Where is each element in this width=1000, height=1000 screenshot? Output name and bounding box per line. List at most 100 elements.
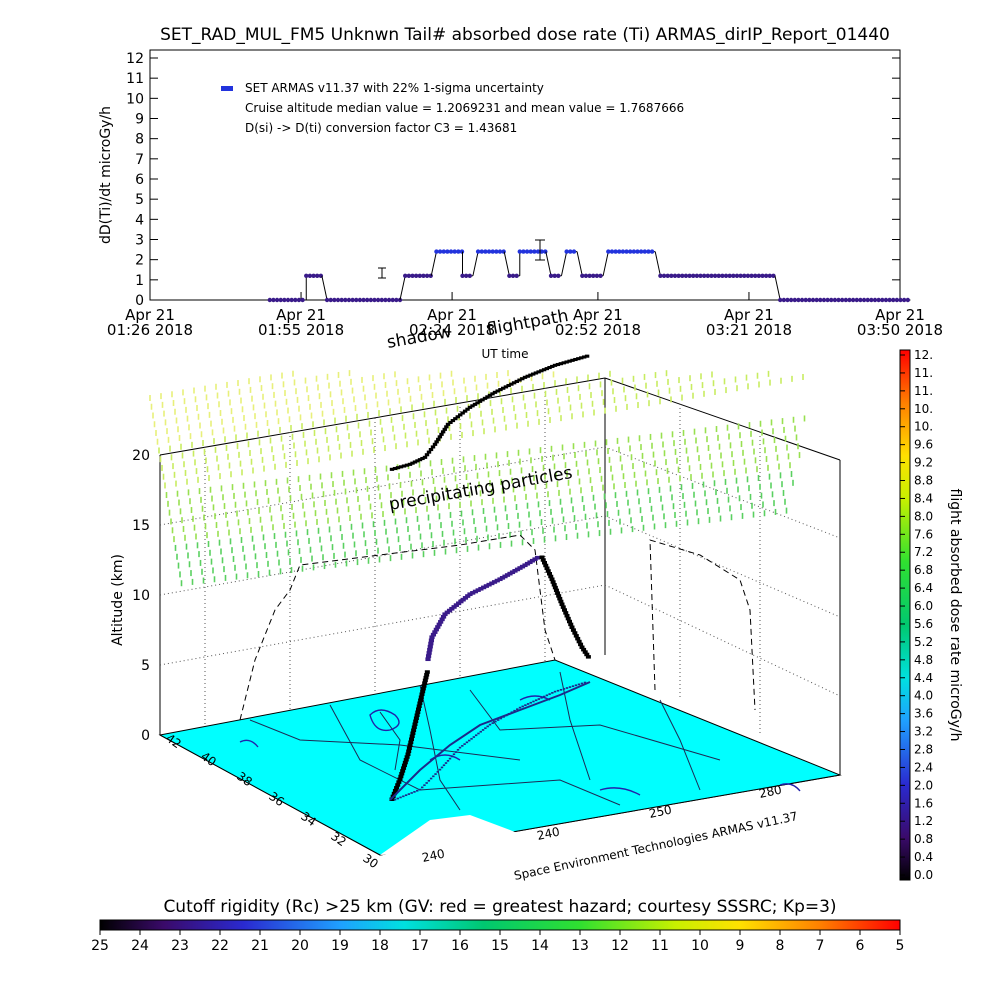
track-point <box>563 611 569 615</box>
track-point <box>560 605 566 609</box>
dose-point <box>410 273 415 278</box>
series-connector <box>654 251 661 276</box>
track-point <box>436 771 439 773</box>
track-point <box>424 673 430 677</box>
shadow-label: shadow <box>385 322 453 353</box>
track-point <box>498 388 503 392</box>
track-point <box>543 563 549 568</box>
dose-point <box>821 297 827 303</box>
y-tick-label: 0 <box>135 293 144 309</box>
track-point <box>544 367 550 371</box>
dose-point <box>818 297 823 303</box>
track-point <box>397 777 403 781</box>
dose-colorbar-tick: 0.0 <box>914 868 933 882</box>
ocean-area <box>380 815 545 855</box>
track-point <box>412 722 418 726</box>
legend-series-marker <box>221 86 233 91</box>
track-point <box>465 741 469 744</box>
dose-point <box>296 297 302 303</box>
dose-point <box>307 273 313 278</box>
track-point <box>446 760 450 762</box>
track-point <box>573 357 578 362</box>
track-point <box>445 422 451 426</box>
track-point <box>429 635 435 640</box>
track-point <box>458 413 463 417</box>
track-point <box>430 632 437 637</box>
track-point <box>553 690 557 693</box>
track-point <box>432 442 438 446</box>
dose-point <box>898 297 903 303</box>
track-point <box>412 460 418 464</box>
rigidity-colorbar-tick: 20 <box>291 938 309 954</box>
y-tick-label: 1 <box>135 273 144 289</box>
dose-point <box>669 273 674 278</box>
track-point <box>541 368 547 372</box>
track-point <box>488 723 492 726</box>
rigidity-colorbar-tick: 6 <box>856 938 865 954</box>
dose-point <box>497 249 503 254</box>
x-tick-label-date: Apr 21 <box>573 306 623 324</box>
dose-point <box>638 249 644 254</box>
track-point <box>430 445 436 449</box>
track-point <box>427 647 433 652</box>
dose-point <box>507 273 512 278</box>
track-point <box>503 385 509 389</box>
track-point <box>468 739 471 742</box>
rigidity-colorbar-tick: 7 <box>816 938 825 954</box>
rigidity-colorbar-tick: 12 <box>611 938 629 954</box>
rigidity-colorbar-tick: 22 <box>211 938 229 954</box>
track-point <box>428 638 435 643</box>
track-point <box>559 602 565 606</box>
dose-point <box>434 249 439 254</box>
dose-point <box>483 249 488 254</box>
dose-point <box>723 273 729 278</box>
track-point <box>562 608 567 612</box>
track-point <box>576 357 581 361</box>
rigidity-colorbar-tick: 21 <box>251 938 269 954</box>
track-point <box>444 762 448 764</box>
track-point <box>432 775 435 778</box>
dose-colorbar-tick: 8.8 <box>914 474 933 488</box>
y-tick-label: 3 <box>135 233 144 249</box>
dose-point <box>788 297 794 303</box>
dose-point <box>467 273 472 278</box>
rigidity-colorbar-tick: 11 <box>651 938 669 954</box>
dose-point <box>803 297 808 303</box>
track-point <box>444 425 449 429</box>
track-point <box>416 707 421 711</box>
track-point <box>575 636 581 641</box>
track-point <box>556 594 562 598</box>
track-point <box>442 427 447 431</box>
x-tick-label-time: 01:26 2018 <box>107 321 193 339</box>
dose-colorbar-tick: 3.6 <box>914 707 933 721</box>
track-point <box>433 627 439 632</box>
dose-point <box>475 249 481 254</box>
dose-colorbar-tick: 1.6 <box>914 796 933 810</box>
track-point <box>418 695 424 699</box>
track-point <box>492 390 498 394</box>
lon-tick: 280 <box>758 782 783 800</box>
error-bars <box>378 239 545 279</box>
dose-point <box>628 249 633 254</box>
track-point <box>518 706 522 709</box>
track-point <box>421 786 424 789</box>
dose-point <box>314 273 320 278</box>
dose-point <box>267 297 272 303</box>
dose-point <box>543 249 548 254</box>
track-point <box>392 788 398 793</box>
track-point <box>407 793 411 795</box>
dose-point <box>460 273 465 278</box>
track-point <box>552 363 558 367</box>
dose-point <box>368 297 374 303</box>
rigidity-colorbar-tick: 25 <box>91 938 109 954</box>
dose-point <box>880 297 885 303</box>
track-point <box>413 716 419 720</box>
track-point <box>570 358 575 362</box>
dose-point <box>631 249 637 254</box>
dose-point <box>311 273 316 278</box>
dose-point <box>901 297 907 303</box>
track-point <box>420 456 425 461</box>
track-point <box>490 392 495 396</box>
track-point <box>399 796 402 799</box>
dose-point <box>883 297 889 303</box>
